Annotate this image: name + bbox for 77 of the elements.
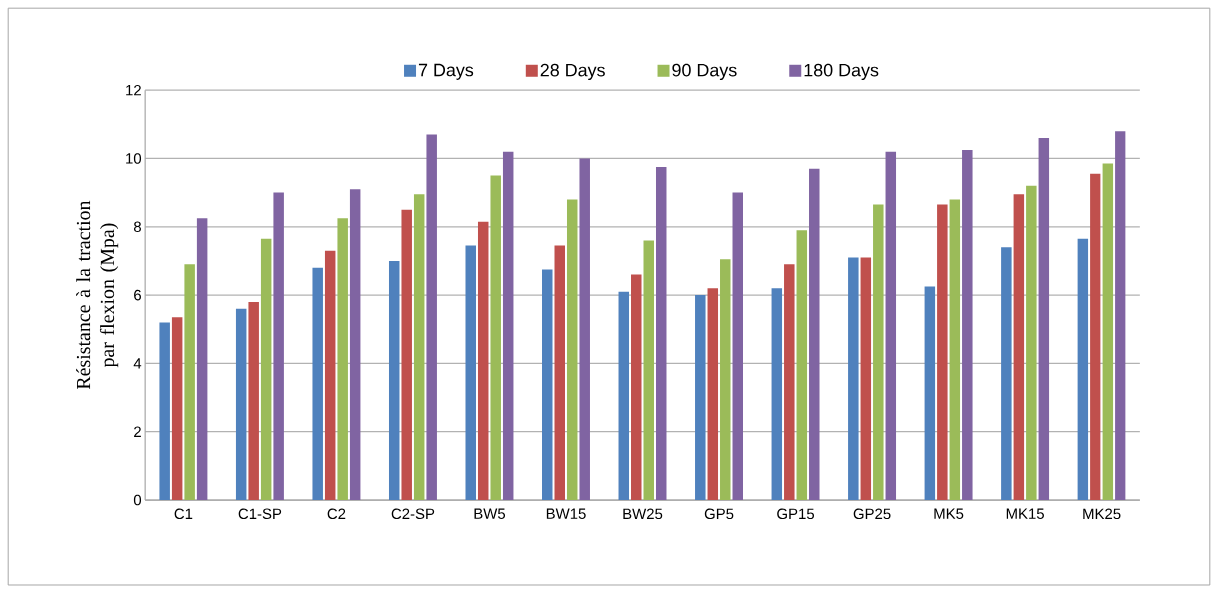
bar [413,194,425,500]
bar [490,175,501,500]
y-tick-label: 2 [134,426,141,437]
bar [1001,247,1012,500]
x-tick-label: GP15 [777,508,815,520]
bar [426,134,437,500]
bar [707,288,719,500]
bar [260,238,272,500]
bar [1013,194,1025,500]
y-axis-title: Résistance à la traction par flexion (Mpa) [76,200,119,389]
bar [349,189,361,500]
legend-label: 180 Days [804,63,879,80]
y-tick-label: 4 [133,358,142,369]
x-tick-label: C1-SP [238,508,282,520]
bar [502,151,514,500]
x-tick-label: GP5 [704,508,734,520]
bar [1038,137,1050,500]
y-tick-label: 8 [133,221,141,232]
bar [796,230,808,500]
x-tick-label: MK25 [1083,508,1121,520]
bar [848,257,859,500]
y-tick-label: 10 [126,153,142,164]
bar [235,308,247,500]
bar [388,260,400,500]
legend-label: 90 Days [672,63,737,80]
bar [337,218,348,500]
bar [809,168,820,500]
x-tick-label: MK5 [934,508,964,519]
bar [312,267,323,500]
bar [873,204,884,500]
x-tick-label: BW25 [623,508,663,520]
bar [1090,173,1101,500]
y-tick-label: 12 [126,84,141,96]
x-tick-label: C2 [327,508,346,520]
bar [924,286,936,500]
bar [248,301,259,500]
x-tick-label: BW15 [546,508,586,519]
bar [695,295,706,500]
bar [579,158,590,500]
bar [771,288,783,500]
x-tick-label: C1 [174,508,193,520]
bar [655,166,667,500]
bar [937,204,948,500]
y-tick-label: 6 [134,289,141,301]
x-tick-label: BW5 [474,508,506,519]
bar [554,245,565,500]
legend-label: 28 Days [540,63,605,80]
bar [962,149,973,500]
bar [171,317,183,500]
bar [643,240,654,500]
legend-label: 7 Days [418,63,474,80]
bar [784,264,795,500]
x-tick-label: C2-SP [391,508,435,520]
bar [542,269,553,500]
y-tick-label: 0 [133,494,142,506]
bar [1115,131,1126,500]
bar [159,322,170,500]
bar [1077,238,1089,500]
bar [618,291,630,500]
bar [465,245,476,500]
bar [1102,163,1114,500]
bar [720,259,731,500]
x-tick-label: MK15 [1006,508,1044,519]
bar [477,221,489,500]
bar [324,250,336,500]
bar [1026,185,1037,500]
bar [401,209,412,500]
bar [273,192,284,500]
bar [949,199,961,500]
bar [184,264,195,500]
bar [885,151,897,500]
bar [566,199,578,500]
bar [196,218,208,500]
x-tick-label: GP25 [853,508,891,520]
bar [631,274,642,500]
bar [732,192,743,500]
bar [860,257,872,500]
